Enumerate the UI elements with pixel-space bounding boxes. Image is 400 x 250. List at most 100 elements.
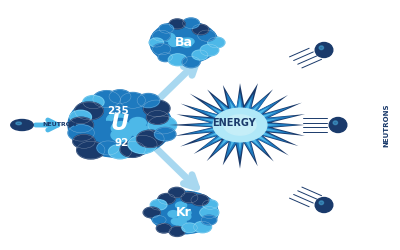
Text: U: U — [111, 114, 129, 134]
Circle shape — [162, 36, 175, 44]
Circle shape — [194, 222, 212, 233]
Circle shape — [182, 41, 192, 47]
Circle shape — [158, 194, 175, 204]
Circle shape — [73, 134, 95, 148]
Circle shape — [226, 109, 248, 123]
Circle shape — [150, 21, 218, 64]
Circle shape — [178, 38, 192, 47]
Circle shape — [178, 213, 191, 220]
Circle shape — [183, 38, 194, 45]
Circle shape — [153, 44, 171, 55]
Ellipse shape — [329, 118, 347, 132]
Circle shape — [182, 56, 200, 68]
Circle shape — [198, 30, 216, 41]
Circle shape — [100, 122, 115, 131]
Text: ENERGY: ENERGY — [212, 118, 256, 128]
Circle shape — [68, 92, 172, 158]
Circle shape — [123, 128, 140, 139]
Circle shape — [178, 208, 191, 217]
Circle shape — [158, 53, 172, 62]
Circle shape — [136, 130, 164, 148]
Text: Kr: Kr — [176, 206, 192, 219]
Circle shape — [202, 200, 218, 209]
Circle shape — [168, 188, 185, 198]
Circle shape — [150, 191, 218, 234]
Circle shape — [83, 96, 104, 109]
Circle shape — [93, 91, 120, 108]
Polygon shape — [169, 83, 305, 169]
Circle shape — [143, 207, 160, 218]
Circle shape — [201, 215, 217, 225]
Circle shape — [176, 202, 187, 209]
Circle shape — [122, 126, 138, 135]
Circle shape — [243, 116, 266, 130]
Circle shape — [130, 118, 146, 128]
Polygon shape — [186, 92, 298, 160]
Polygon shape — [198, 98, 283, 152]
Text: 92: 92 — [115, 138, 129, 147]
Circle shape — [143, 100, 170, 117]
Circle shape — [183, 18, 200, 28]
Circle shape — [111, 122, 132, 135]
Circle shape — [152, 216, 166, 224]
Circle shape — [220, 126, 243, 140]
Circle shape — [192, 24, 209, 35]
Circle shape — [108, 144, 132, 159]
Ellipse shape — [315, 198, 333, 212]
Circle shape — [183, 214, 194, 222]
Circle shape — [97, 141, 119, 155]
Circle shape — [150, 200, 167, 210]
Ellipse shape — [333, 121, 338, 124]
Circle shape — [171, 218, 182, 224]
Text: Ba: Ba — [175, 36, 193, 49]
Text: NEUTRON: NEUTRON — [42, 122, 76, 128]
Circle shape — [77, 141, 105, 159]
Circle shape — [146, 110, 168, 124]
Circle shape — [120, 142, 145, 157]
Circle shape — [162, 33, 175, 41]
Circle shape — [179, 40, 189, 46]
Circle shape — [189, 213, 199, 219]
Circle shape — [112, 118, 129, 129]
Text: NEUTRONS: NEUTRONS — [383, 103, 389, 147]
Circle shape — [181, 206, 191, 212]
Circle shape — [241, 123, 264, 137]
Ellipse shape — [319, 46, 324, 50]
Circle shape — [224, 115, 256, 135]
Circle shape — [200, 44, 219, 56]
Circle shape — [192, 50, 208, 60]
Circle shape — [149, 38, 164, 47]
Circle shape — [169, 40, 180, 46]
Circle shape — [169, 226, 185, 236]
Circle shape — [159, 24, 174, 33]
Circle shape — [137, 94, 160, 108]
Circle shape — [70, 110, 92, 124]
Circle shape — [117, 122, 135, 133]
Circle shape — [148, 116, 177, 134]
Circle shape — [128, 135, 157, 154]
Circle shape — [177, 202, 187, 209]
Circle shape — [75, 102, 103, 120]
Circle shape — [214, 120, 237, 134]
Circle shape — [154, 128, 176, 141]
Ellipse shape — [315, 42, 333, 58]
Circle shape — [109, 90, 131, 104]
Ellipse shape — [319, 201, 324, 204]
Circle shape — [175, 220, 187, 227]
Circle shape — [120, 92, 145, 108]
Circle shape — [68, 125, 94, 141]
Circle shape — [208, 37, 225, 48]
Circle shape — [200, 206, 219, 218]
Ellipse shape — [11, 120, 33, 130]
Circle shape — [68, 117, 94, 133]
Circle shape — [175, 39, 189, 47]
Circle shape — [106, 114, 126, 126]
Circle shape — [111, 129, 131, 141]
Circle shape — [168, 54, 187, 66]
Circle shape — [237, 110, 260, 124]
Circle shape — [185, 44, 199, 53]
Circle shape — [182, 223, 197, 232]
Circle shape — [216, 113, 239, 127]
Circle shape — [191, 194, 209, 206]
Circle shape — [213, 108, 267, 142]
